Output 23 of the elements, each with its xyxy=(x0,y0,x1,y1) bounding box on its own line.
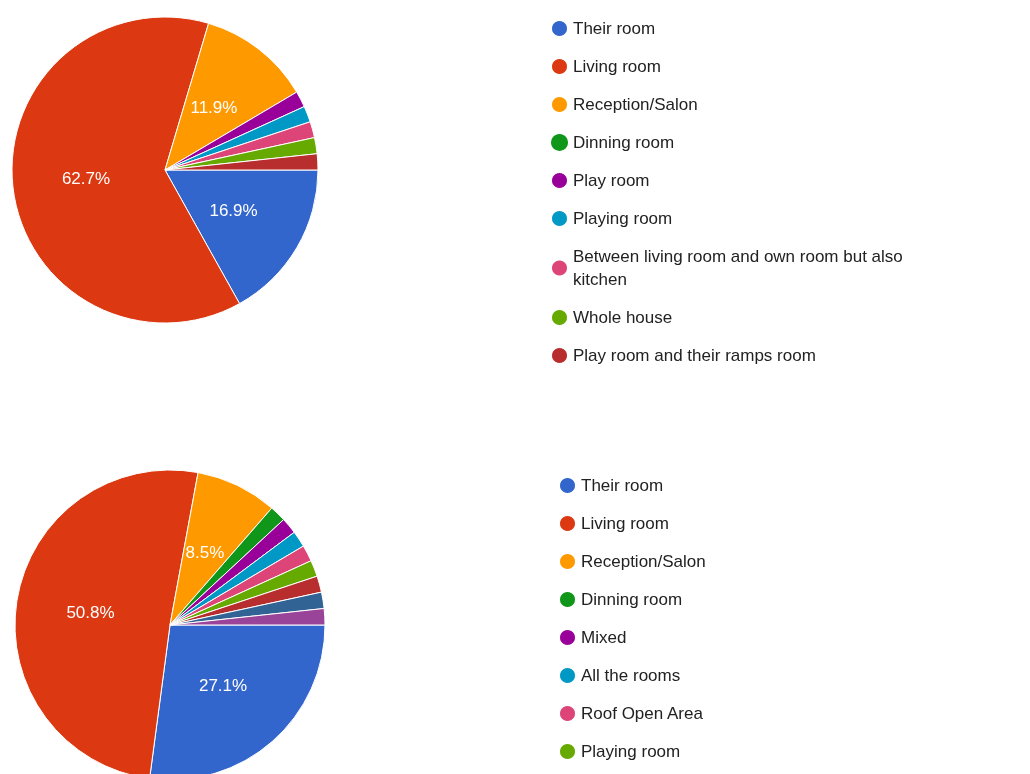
legend-label: Living room xyxy=(581,514,669,533)
data-label: 16.9% xyxy=(209,200,258,220)
legend-label: Whole house xyxy=(573,308,673,327)
legend-label: Mixed xyxy=(581,628,627,647)
legend-label: Playing room xyxy=(573,209,673,228)
data-label: 11.9% xyxy=(190,97,238,117)
legend-label: Play room xyxy=(573,171,650,190)
legend-label: Dinning room xyxy=(573,133,675,152)
legend-label: All the rooms xyxy=(581,666,681,685)
legend-label: Their room xyxy=(573,19,656,38)
legend-label: Between living room and own room but also kitchen xyxy=(573,247,908,289)
legend-label: Reception/Salon xyxy=(573,95,698,114)
data-label: 50.8% xyxy=(66,602,115,622)
data-label: 27.1% xyxy=(198,676,248,696)
legend-label: Roof Open Area xyxy=(581,704,704,723)
legend-label: Dinning room xyxy=(581,590,683,609)
legend-label: Reception/Salon xyxy=(581,552,706,571)
data-label: 8.5% xyxy=(185,542,225,562)
legend-label: Living room xyxy=(573,57,661,76)
legend-label: Playing room xyxy=(581,742,681,761)
legend-label: Play room and their ramps room xyxy=(573,346,816,365)
legend-label: Their room xyxy=(581,476,664,495)
data-label: 62.7% xyxy=(61,169,111,189)
